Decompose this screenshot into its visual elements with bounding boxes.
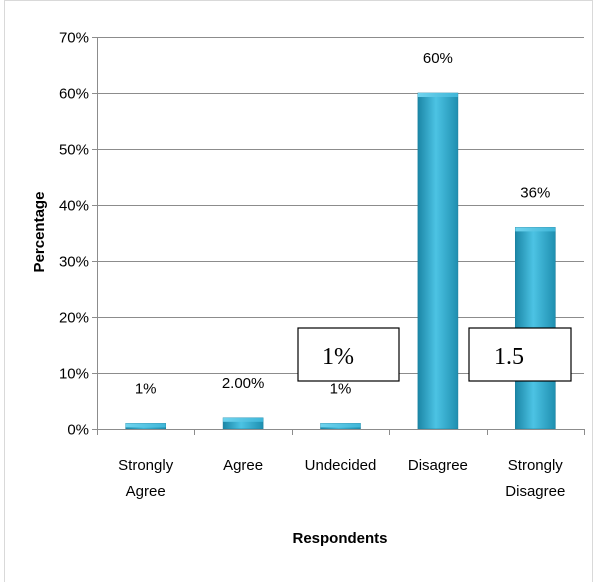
x-category-label: Strongly: [508, 457, 564, 474]
y-tick-label: 0%: [67, 422, 89, 439]
annotation-box: [297, 327, 400, 382]
x-axis-title: Respondents: [292, 530, 387, 547]
x-category-label: Agree: [126, 483, 166, 500]
bar: [417, 92, 459, 430]
bar-top: [515, 227, 556, 232]
y-axis-ticks: 0% 10% 20% 30% 40% 50% 60% 70%: [59, 30, 97, 439]
x-category-label: Agree: [223, 457, 263, 474]
annotation-text: 1%: [322, 344, 354, 370]
x-axis-categories: Strongly Agree Agree Undecided Disagree Stron…: [118, 457, 565, 500]
data-label: 2.00%: [222, 375, 265, 392]
data-label: 1%: [135, 380, 157, 397]
x-category-label: Undecided: [305, 457, 377, 474]
annotation-text: 1.5: [494, 344, 524, 370]
bars: [125, 92, 556, 430]
axes: [97, 37, 585, 435]
y-tick-label: 60%: [59, 86, 89, 103]
bar-top: [320, 423, 361, 428]
x-category-label: Strongly: [118, 457, 174, 474]
bar-top: [125, 423, 166, 428]
data-labels: 1% 2.00% 1% 60% 36%: [135, 50, 550, 397]
y-tick-label: 20%: [59, 310, 89, 327]
data-label: 36%: [520, 184, 550, 201]
x-category-label: Disagree: [505, 483, 565, 500]
y-tick-label: 50%: [59, 142, 89, 159]
y-tick-label: 70%: [59, 30, 89, 47]
data-label: 1%: [330, 380, 352, 397]
y-tick-label: 40%: [59, 198, 89, 215]
y-axis-title: Percentage: [31, 192, 48, 273]
bar-top: [223, 417, 264, 422]
annotation-box: [468, 327, 572, 382]
data-label: 60%: [423, 50, 453, 67]
y-tick-label: 10%: [59, 366, 89, 383]
y-tick-label: 30%: [59, 254, 89, 271]
annotations: 1% 1.5: [297, 327, 572, 382]
bar-top: [417, 93, 458, 97]
x-category-label: Disagree: [408, 457, 468, 474]
chart-frame: [4, 0, 593, 582]
